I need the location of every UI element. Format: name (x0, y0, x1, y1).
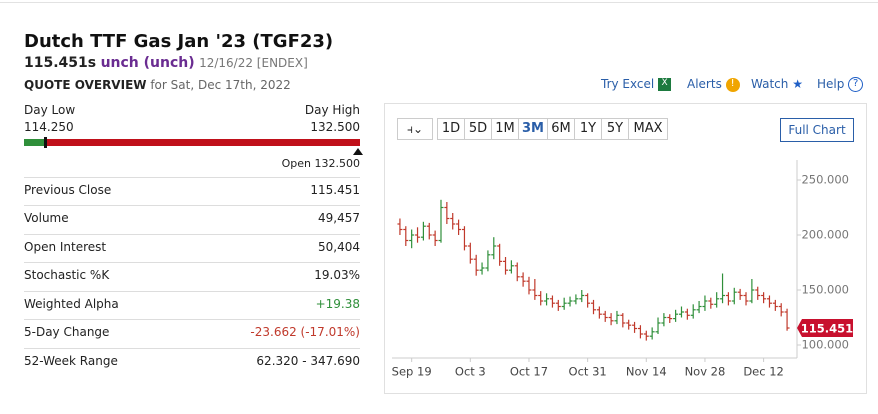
y-tick-label: 250.000 (801, 173, 849, 187)
x-tick-label: Oct 3 (455, 365, 486, 379)
row-label: Weighted Alpha (24, 297, 119, 311)
alert-icon: ! (725, 77, 740, 92)
row-label: Previous Close (24, 183, 112, 197)
last-price-tag (797, 319, 853, 338)
range-bar-low (24, 139, 45, 146)
x-tick-label: Nov 14 (626, 365, 667, 379)
range-button[interactable]: 1Y (574, 118, 602, 140)
title: Dutch TTF Gas Jan '23 (TGF23) (24, 31, 334, 52)
excel-link[interactable]: Try Excel X (601, 77, 672, 91)
row-rule (24, 177, 360, 178)
x-tick-label: Sep 19 (392, 365, 432, 379)
watch-link[interactable]: Watch ★ (751, 77, 803, 91)
row-label: Volume (24, 211, 69, 225)
x-tick-label: Nov 28 (685, 365, 726, 379)
price: 115.451s (24, 55, 97, 71)
y-tick-label: 100.000 (801, 338, 849, 352)
x-tick-label: Oct 17 (510, 365, 548, 379)
row-label: 52-Week Range (24, 354, 118, 368)
y-tick-label: 200.000 (801, 228, 849, 242)
link[interactable]: Try Excel (601, 77, 655, 91)
section-title: QUOTE OVERVIEW (24, 78, 147, 92)
row-value: 62.320 - 347.690 (256, 354, 360, 368)
day-low: 114.250 (24, 120, 74, 134)
row-value: -23.662 (-17.01%) (250, 325, 360, 339)
help-icon: ? (848, 77, 864, 92)
section-date: for Sat, Dec 17th, 2022 (150, 78, 291, 92)
range-button[interactable]: 1M (491, 118, 519, 140)
day-low-label: Day Low (24, 103, 76, 117)
row-value: +19.38 (315, 297, 360, 311)
range-button[interactable]: 3M (518, 118, 548, 140)
quote-meta: 12/16/22 [ENDEX] (199, 56, 308, 70)
x-tick-label: Oct 31 (569, 365, 607, 379)
excel-icon: X (658, 78, 672, 91)
row-rule (24, 348, 360, 349)
day-high: 132.500 (310, 120, 360, 134)
row-value: 115.451 (310, 183, 360, 197)
row-rule (24, 205, 360, 206)
range-button[interactable]: 1D (437, 118, 465, 140)
link[interactable]: Alerts (687, 77, 722, 91)
row-value: 19.03% (314, 268, 360, 282)
chart-panel (384, 103, 867, 394)
chart-type-menu[interactable]: ⫞⌄ (397, 118, 433, 140)
alerts-link[interactable]: Alerts ! (687, 77, 740, 92)
range-button[interactable]: 5D (464, 118, 492, 140)
range-button[interactable]: MAX (628, 118, 668, 140)
help-link[interactable]: Help ? (817, 77, 864, 92)
full-chart-button[interactable]: Full Chart (780, 118, 854, 142)
link[interactable]: Help (817, 77, 845, 91)
row-label: Stochastic %K (24, 268, 110, 282)
star-icon: ★ (792, 77, 803, 91)
y-tick-label: 150.000 (801, 283, 849, 297)
row-value: 49,457 (318, 211, 360, 225)
row-label: 5-Day Change (24, 325, 110, 339)
row-rule (24, 319, 360, 320)
range-bar-high (45, 139, 360, 146)
x-tick-label: Dec 12 (743, 365, 784, 379)
open-label: Open 132.500 (281, 157, 360, 170)
price-line: 115.451s unch (unch) 12/16/22 [ENDEX] (24, 55, 308, 71)
row-label: Open Interest (24, 240, 107, 254)
row-rule (24, 234, 360, 235)
range-marker (44, 137, 47, 148)
row-rule (24, 262, 360, 263)
top-rule (0, 2, 878, 3)
row-rule (24, 291, 360, 292)
row-value: 50,404 (318, 240, 360, 254)
range-button[interactable]: 6M (547, 118, 575, 140)
day-high-label: Day High (304, 103, 360, 117)
change: unch (unch) (100, 55, 195, 71)
open-marker (353, 148, 363, 155)
last-price-label: 115.451 (801, 322, 853, 336)
section: QUOTE OVERVIEW for Sat, Dec 17th, 2022 (24, 78, 291, 92)
range-button[interactable]: 5Y (601, 118, 629, 140)
link[interactable]: Watch (751, 77, 789, 91)
